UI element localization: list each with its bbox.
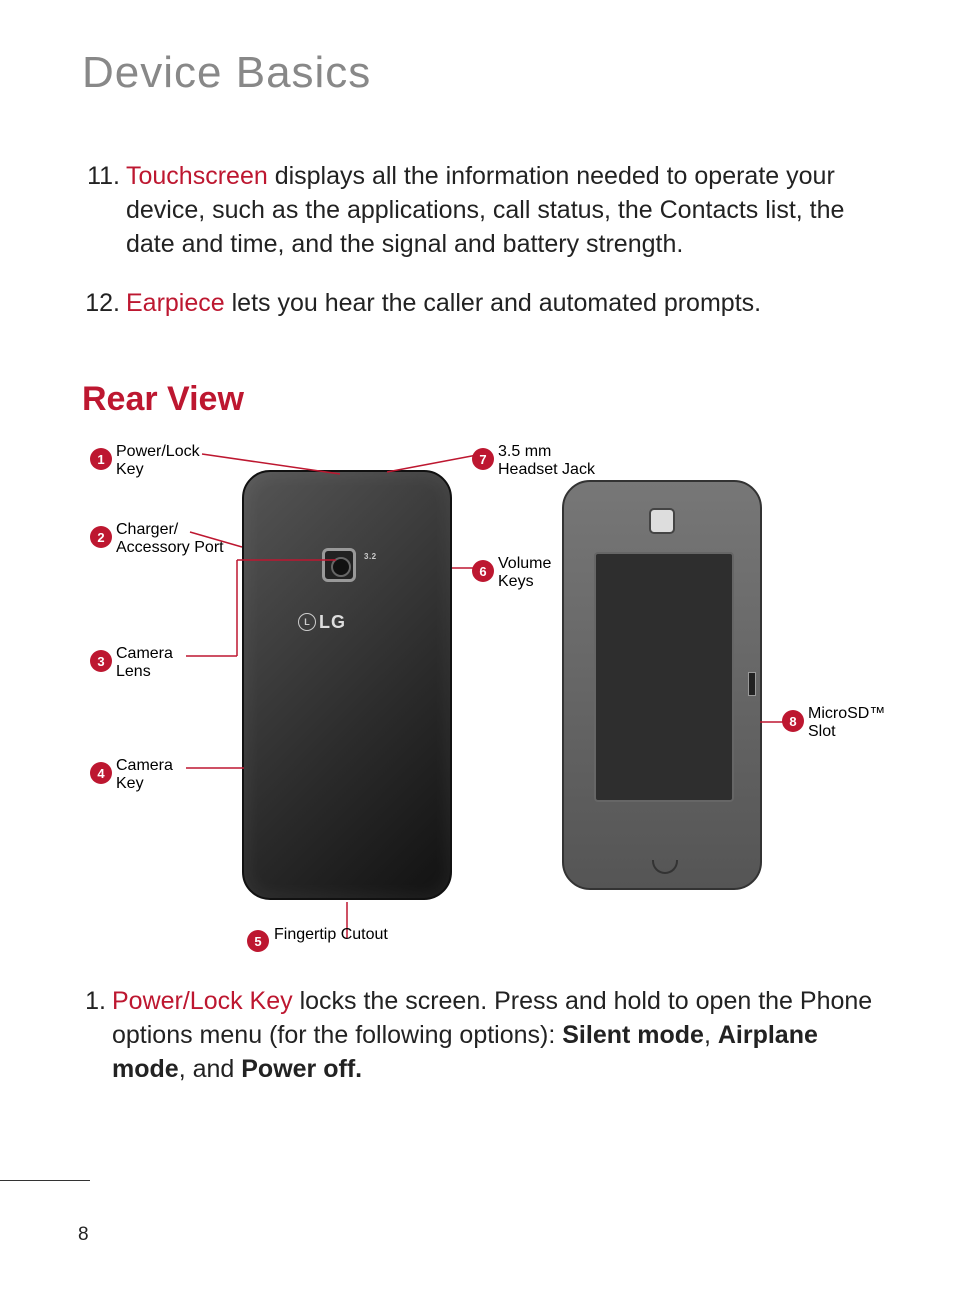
callout-label: MicroSD™ Slot: [808, 705, 885, 742]
item-number: 12.: [82, 287, 126, 321]
lower-list: 1. Power/Lock Key locks the screen. Pres…: [82, 985, 882, 1112]
item-rest: lets you hear the caller and automated p…: [225, 289, 761, 317]
joiner: ,: [704, 1021, 718, 1049]
callout-bubble: 1: [90, 448, 112, 470]
callout-bubble: 3: [90, 650, 112, 672]
leader-lines: [82, 430, 892, 960]
page-title: Device Basics: [82, 48, 371, 98]
callout-bubble: 2: [90, 526, 112, 548]
list-item: 1. Power/Lock Key locks the screen. Pres…: [82, 985, 882, 1086]
callout-label: Camera Lens: [116, 645, 173, 682]
callout-label: 3.5 mm Headset Jack: [498, 443, 595, 480]
joiner: , and: [179, 1055, 242, 1083]
list-item: 12. Earpiece lets you hear the caller an…: [82, 287, 882, 321]
callout-bubble: 7: [472, 448, 494, 470]
intro-list: 11. Touchscreen displays all the informa…: [82, 160, 882, 347]
callout-label: Power/Lock Key: [116, 443, 200, 480]
footer-divider: [0, 1180, 90, 1181]
list-item: 11. Touchscreen displays all the informa…: [82, 160, 882, 261]
item-text: Power/Lock Key locks the screen. Press a…: [112, 985, 882, 1086]
callout-label: Charger/ Accessory Port: [116, 521, 224, 558]
item-text: Earpiece lets you hear the caller and au…: [126, 287, 882, 321]
callout-label: Camera Key: [116, 757, 173, 794]
item-text: Touchscreen displays all the information…: [126, 160, 882, 261]
item-number: 1.: [82, 985, 112, 1086]
callout-bubble: 5: [247, 930, 269, 952]
item-number: 11.: [82, 160, 126, 261]
term-highlight: Power/Lock Key: [112, 987, 293, 1015]
callout-label: Fingertip Cutout: [274, 926, 388, 944]
callout-bubble: 4: [90, 762, 112, 784]
rear-view-diagram: 3.2 L LG 1Power/Lock Key2Charger/ Access…: [82, 430, 892, 960]
page-number: 8: [78, 1224, 89, 1246]
callout-label: Volume Keys: [498, 555, 551, 592]
term-highlight: Earpiece: [126, 289, 225, 317]
term-highlight: Touchscreen: [126, 162, 268, 190]
callout-bubble: 6: [472, 560, 494, 582]
bold-term: Silent mode: [562, 1021, 704, 1049]
bold-term: Power off.: [241, 1055, 362, 1083]
section-heading: Rear View: [82, 380, 244, 419]
callout-bubble: 8: [782, 710, 804, 732]
